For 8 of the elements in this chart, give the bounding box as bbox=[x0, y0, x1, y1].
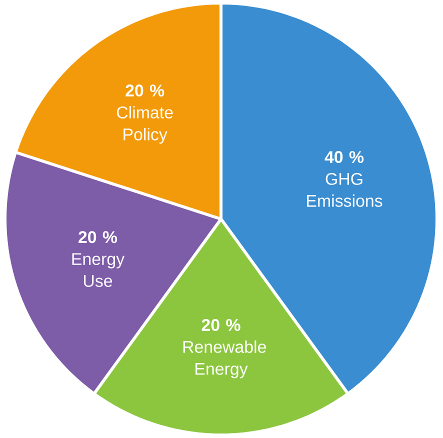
slice-label: Climate Policy bbox=[116, 106, 173, 144]
slice-label: GHG Emissions bbox=[307, 172, 382, 207]
data-label: 20 % bbox=[126, 84, 164, 97]
data-label: 40 % bbox=[324, 151, 364, 164]
data-label: 20 % bbox=[202, 319, 240, 332]
slice-label: Renewable Energy bbox=[183, 340, 266, 378]
data-label: 20 % bbox=[78, 231, 118, 244]
slice-label: Energy Use bbox=[72, 253, 125, 287]
